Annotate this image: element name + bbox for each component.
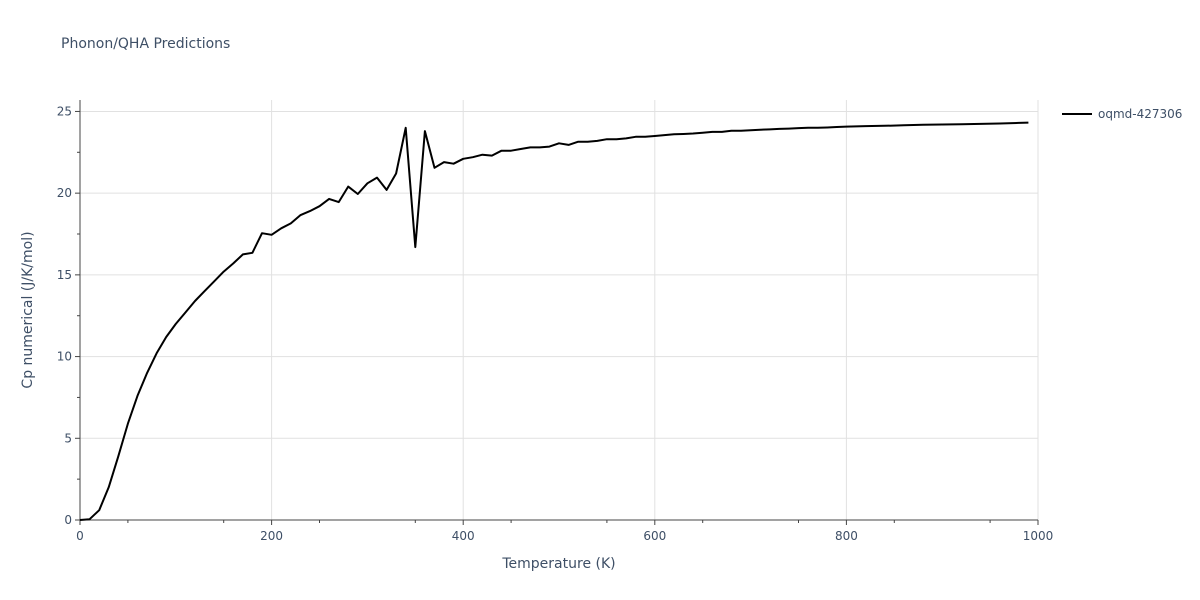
y-tick-label: 15 [57, 268, 72, 282]
x-tick-label: 200 [260, 529, 283, 543]
x-tick-label: 1000 [1023, 529, 1054, 543]
y-tick-label: 10 [57, 350, 72, 364]
chart-title: Phonon/QHA Predictions [61, 36, 231, 52]
y-tick-label: 25 [57, 104, 72, 118]
y-tick-label: 5 [64, 431, 72, 445]
y-tick-label: 0 [64, 513, 72, 527]
y-axis-title: Cp numerical (J/K/mol) [20, 231, 36, 388]
series-line-oqmd-427306[interactable] [79, 121, 1029, 521]
x-tick-label: 600 [643, 529, 666, 543]
series-layer [79, 121, 1029, 521]
grid-layer [80, 100, 1039, 520]
x-tick-label: 0 [76, 529, 84, 543]
y-tick-label: 20 [57, 186, 72, 200]
x-axis-title: Temperature (K) [501, 556, 615, 572]
axis-layer: 0 200 400 600 800 1000 0 5 10 15 20 25 [57, 100, 1054, 543]
x-tick-label: 800 [835, 529, 858, 543]
x-tick-label: 400 [452, 529, 475, 543]
legend[interactable]: oqmd-427306 [1062, 107, 1182, 121]
legend-label: oqmd-427306 [1098, 107, 1182, 121]
